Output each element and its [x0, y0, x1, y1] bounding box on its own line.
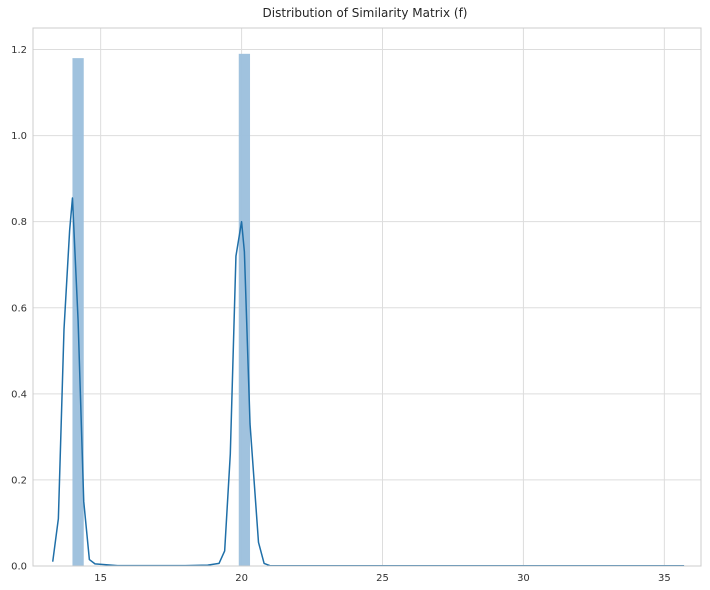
histogram-bars	[72, 53, 251, 567]
x-tick-label: 20	[235, 573, 248, 584]
y-tick-label: 0.2	[11, 475, 27, 486]
kde-line	[51, 197, 685, 567]
y-tick-label: 0.6	[11, 303, 27, 314]
y-tick-label: 0.0	[11, 562, 27, 573]
x-tick-label: 35	[658, 573, 671, 584]
y-gridlines	[33, 49, 701, 567]
x-tick-label: 15	[94, 573, 107, 584]
y-tick-label: 0.4	[11, 389, 27, 400]
histogram-bar	[238, 53, 251, 567]
y-tick-label: 1.0	[11, 131, 27, 142]
plot-frame	[32, 27, 702, 567]
x-tick-labels: 15 20 25 30 35	[94, 573, 670, 584]
y-tick-label: 0.8	[11, 217, 27, 228]
y-tick-label: 1.2	[11, 45, 27, 56]
x-tick-label: 30	[517, 573, 530, 584]
x-tick-label: 25	[376, 573, 389, 584]
chart-title: Distribution of Similarity Matrix (f)	[263, 6, 468, 20]
x-gridlines	[100, 28, 665, 566]
y-tick-labels: 0.0 0.2 0.4 0.6 0.8 1.0 1.2	[11, 45, 27, 572]
kde-line-group	[51, 197, 685, 567]
